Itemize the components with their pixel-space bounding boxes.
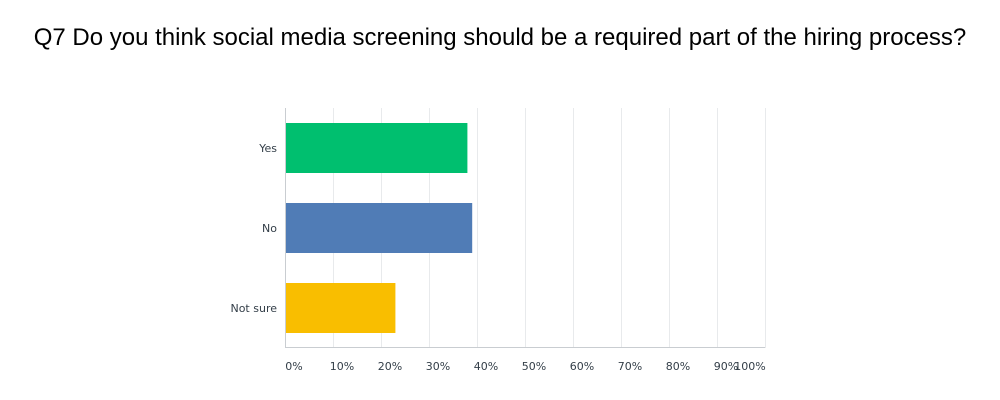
category-label: Not sure	[230, 302, 277, 315]
x-tick-label: 0%	[285, 360, 302, 373]
x-tick-label: 50%	[522, 360, 546, 373]
x-tick-label: 90%	[714, 360, 738, 373]
x-tick-label: 10%	[330, 360, 354, 373]
bar-no[interactable]	[286, 203, 473, 253]
x-tick-label: 100%	[734, 360, 765, 373]
x-tick-label: 60%	[570, 360, 594, 373]
bar-not-sure[interactable]	[286, 283, 396, 333]
x-tick-label: 20%	[378, 360, 402, 373]
category-labels: Yes No Not sure	[230, 142, 277, 315]
x-tick-labels: 0% 10% 20% 30% 40% 50% 60% 70% 80% 90%100%	[285, 360, 765, 373]
chart-title: Q7 Do you think social media screening s…	[33, 24, 967, 51]
bar-yes[interactable]	[286, 123, 468, 173]
x-tick-label: 40%	[474, 360, 498, 373]
bars	[286, 123, 473, 333]
category-label: Yes	[258, 142, 277, 155]
x-tick-label: 30%	[426, 360, 450, 373]
x-tick-label: 80%	[666, 360, 690, 373]
x-tick-label: 70%	[618, 360, 642, 373]
category-label: No	[262, 222, 277, 235]
